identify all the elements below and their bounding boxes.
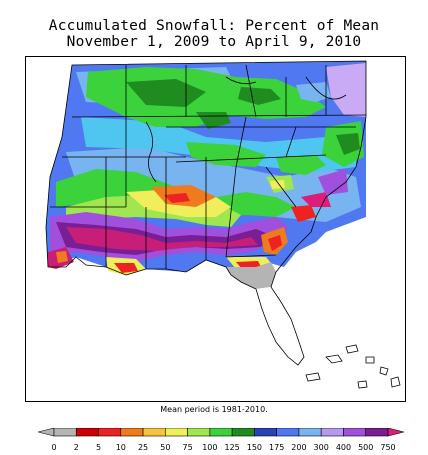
legend-tick-label: 100 (202, 443, 217, 452)
legend-tick-label: 2 (74, 443, 79, 452)
legend-swatch (75, 428, 99, 437)
legend-swatch (187, 428, 211, 437)
color-legend: 0 2 5 10 25 50 75 100 125 150 175 200 300 400 500 750 (38, 428, 404, 455)
mean-period-note: Mean period is 1981-2010. (160, 405, 268, 414)
legend-swatch (254, 428, 277, 437)
legend-tick-label: 750 (380, 443, 395, 452)
state-borders (45, 60, 367, 366)
legend-tick-label: 125 (224, 443, 239, 452)
legend-tick-label: 25 (138, 443, 148, 452)
map-title-line-1: Accumulated Snowfall: Percent of Mean (48, 18, 380, 34)
legend-tick-label: 10 (116, 443, 126, 452)
legend-swatch (276, 428, 300, 437)
region-gray-zero (226, 262, 276, 289)
legend-tick-label: 300 (314, 443, 329, 452)
legend-swatch (320, 428, 344, 437)
legend-swatch (343, 428, 367, 437)
legend-tick-label: 175 (269, 443, 284, 452)
legend-tick-label: 5 (96, 443, 101, 452)
legend-swatch (365, 428, 389, 437)
legend-swatch (53, 428, 77, 437)
legend-tick-label: 150 (247, 443, 262, 452)
caribbean-islands (305, 344, 401, 389)
florida-peninsula (256, 287, 304, 365)
legend-arrow-right (387, 428, 404, 437)
legend-swatch (231, 428, 255, 437)
legend-tick-label: 400 (336, 443, 351, 452)
legend-swatch (209, 428, 233, 437)
legend-swatch (165, 428, 188, 437)
legend-tick-label: 200 (291, 443, 306, 452)
legend-swatch (298, 428, 322, 437)
legend-tick-label: 500 (358, 443, 373, 452)
legend-swatch (120, 428, 144, 437)
snowfall-map (25, 56, 406, 402)
map-title-line-2: November 1, 2009 to April 9, 2010 (66, 34, 362, 50)
legend-tick-label: 0 (51, 443, 56, 452)
legend-swatch (98, 428, 122, 437)
legend-tick-label: 75 (183, 443, 193, 452)
legend-arrow-left (38, 428, 55, 437)
legend-swatch (142, 428, 166, 437)
legend-tick-label: 50 (160, 443, 170, 452)
